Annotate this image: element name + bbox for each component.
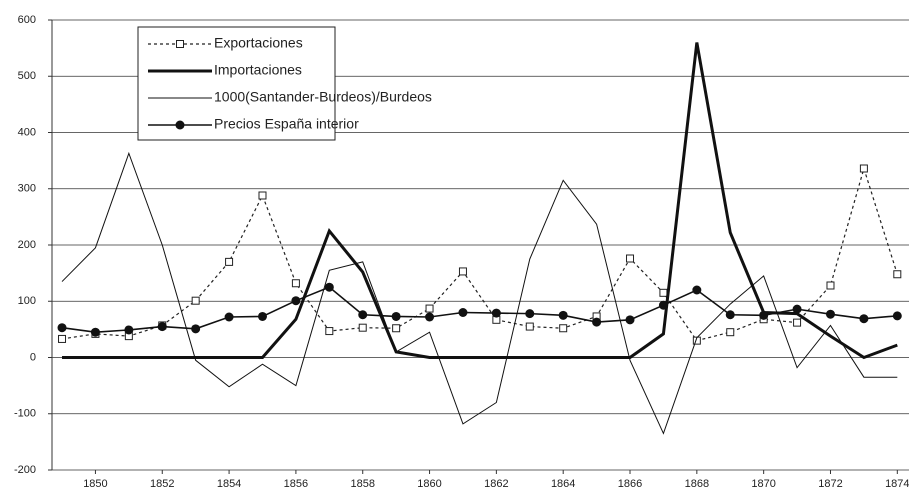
marker <box>792 304 802 314</box>
legend-label: Importaciones <box>214 62 302 78</box>
y-tick-label: 300 <box>18 183 36 195</box>
y-tick-label: 400 <box>18 126 36 138</box>
marker <box>826 281 835 290</box>
x-tick-label: 1856 <box>284 478 308 490</box>
marker <box>258 191 267 200</box>
y-tick-label: 200 <box>18 239 36 251</box>
marker <box>491 308 501 318</box>
marker <box>625 315 635 325</box>
legend-label: Exportaciones <box>214 35 303 51</box>
legend-label: 1000(Santander-Burdeos)/Burdeos <box>214 89 432 105</box>
x-tick-label: 1860 <box>417 478 441 490</box>
marker <box>325 327 334 336</box>
marker <box>291 296 301 306</box>
marker <box>291 279 300 288</box>
marker <box>892 311 902 321</box>
series-line <box>61 286 898 333</box>
marker <box>157 322 167 332</box>
legend: Exportaciones Importaciones 1000(Santander… <box>137 26 432 141</box>
marker <box>893 270 902 279</box>
marker <box>825 309 835 319</box>
x-tick-label: 1858 <box>350 478 374 490</box>
marker <box>592 317 602 327</box>
series-line <box>61 151 898 435</box>
marker <box>626 254 635 263</box>
series-line <box>61 166 898 342</box>
y-tick-label: -100 <box>14 408 36 420</box>
legend-box <box>137 26 336 141</box>
legend-marker <box>176 40 184 48</box>
marker <box>859 164 868 173</box>
x-tick-label: 1852 <box>150 478 174 490</box>
marker <box>659 288 668 297</box>
marker <box>191 324 201 334</box>
marker <box>57 323 67 333</box>
y-tick-label: 0 <box>30 351 36 363</box>
marker <box>525 309 535 319</box>
x-tick-label: 1870 <box>751 478 775 490</box>
marker <box>658 300 668 310</box>
marker <box>525 322 534 331</box>
marker <box>726 328 735 337</box>
y-tick-label: -200 <box>14 464 36 476</box>
marker <box>458 308 468 317</box>
marker <box>124 325 134 335</box>
marker <box>425 304 434 313</box>
marker <box>391 311 401 321</box>
series-line <box>62 42 898 360</box>
y-tick-label: 500 <box>18 70 36 82</box>
x-tick-label: 1850 <box>83 478 107 490</box>
marker <box>358 310 368 320</box>
marker <box>793 318 802 327</box>
x-tick-label: 1864 <box>551 478 575 490</box>
legend-label: Precios España interior <box>214 116 359 132</box>
marker <box>559 324 568 333</box>
y-tick-label: 100 <box>18 295 36 307</box>
x-tick-label: 1854 <box>217 478 241 490</box>
marker <box>859 314 869 324</box>
marker <box>191 296 200 305</box>
marker <box>425 312 435 322</box>
marker <box>257 311 267 321</box>
x-tick-label: 1862 <box>484 478 508 490</box>
marker <box>692 285 702 295</box>
marker <box>759 310 769 320</box>
marker <box>725 310 735 320</box>
x-tick-label: 1874 <box>885 478 909 490</box>
marker <box>392 324 401 333</box>
marker <box>224 312 234 322</box>
marker <box>558 310 568 320</box>
x-tick-label: 1868 <box>685 478 709 490</box>
marker <box>324 282 334 292</box>
y-tick-label: 600 <box>18 14 36 26</box>
x-tick-label: 1872 <box>818 478 842 490</box>
x-tick-label: 1866 <box>618 478 642 490</box>
marker <box>58 334 67 343</box>
marker <box>90 327 100 337</box>
marker <box>358 323 367 332</box>
marker <box>225 257 234 266</box>
marker <box>458 267 467 276</box>
legend-marker <box>175 120 185 130</box>
